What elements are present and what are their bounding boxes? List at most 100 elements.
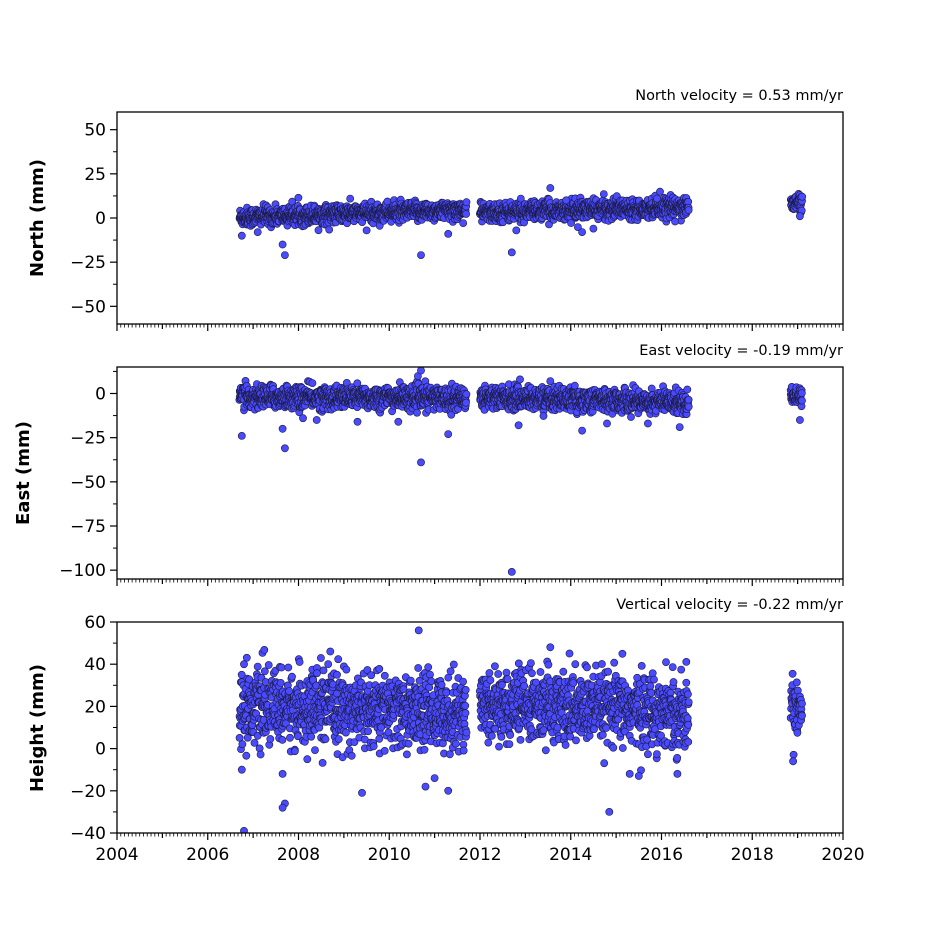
data-point <box>260 646 269 654</box>
outlier-point <box>237 231 246 240</box>
data-point <box>325 225 334 234</box>
data-point <box>253 662 262 671</box>
outlier-point <box>362 226 371 235</box>
data-point <box>293 732 302 741</box>
data-point <box>341 728 350 737</box>
data-point <box>308 379 317 387</box>
north-points <box>235 184 807 259</box>
data-point <box>286 733 294 742</box>
data-point <box>347 751 356 760</box>
data-point <box>334 655 343 664</box>
y-tick-label: 50 <box>84 121 106 141</box>
data-point <box>316 654 325 662</box>
data-point <box>684 402 693 411</box>
north-axis-label: North (mm) <box>27 159 48 277</box>
north-velocity-title: North velocity = 0.53 mm/yr <box>635 88 843 104</box>
data-point <box>288 672 296 681</box>
outlier-point <box>312 416 321 424</box>
data-point <box>277 663 286 672</box>
data-point <box>303 755 312 764</box>
data-point <box>683 385 692 394</box>
data-point <box>319 666 328 675</box>
data-point <box>260 667 269 676</box>
data-point <box>627 413 635 421</box>
east-panel: East velocity = -0.19 mm/yr East (mm) −1… <box>13 343 844 586</box>
outlier-point <box>278 240 287 249</box>
outlier-point <box>546 184 555 192</box>
outlier-point <box>796 416 804 424</box>
data-point <box>276 679 285 687</box>
data-point <box>284 663 293 672</box>
y-tick-label: −50 <box>70 473 106 493</box>
data-point <box>360 735 369 744</box>
data-point <box>242 653 251 662</box>
outlier-point <box>417 251 425 259</box>
y-tick-label: 25 <box>84 165 106 185</box>
data-point <box>413 408 421 417</box>
outlier-point <box>237 431 246 440</box>
height-axis-label: Height (mm) <box>27 664 48 792</box>
outlier-point <box>394 417 403 426</box>
y-tick-label: −50 <box>70 297 106 317</box>
y-tick-label: −100 <box>59 561 106 581</box>
data-point <box>599 190 608 198</box>
data-point <box>311 746 319 754</box>
outlier-point <box>299 414 307 423</box>
data-point <box>656 187 664 196</box>
data-point <box>462 210 470 218</box>
data-point <box>516 375 524 384</box>
data-point <box>798 192 807 201</box>
data-point <box>256 750 265 759</box>
outlier-point <box>507 568 516 576</box>
outlier-point <box>644 419 652 428</box>
outlier-point <box>562 196 571 205</box>
height-panel: Vertical velocity = -0.22 mm/yr Height (… <box>27 597 865 865</box>
data-point <box>242 751 251 760</box>
data-point <box>295 658 304 666</box>
data-point <box>350 738 359 746</box>
data-point <box>333 670 341 679</box>
outlier-point <box>417 367 425 375</box>
data-point <box>539 412 548 420</box>
outlier-point <box>653 194 661 203</box>
data-point <box>647 384 656 393</box>
outlier-point <box>546 377 555 385</box>
outlier-point <box>514 421 523 430</box>
data-point <box>462 198 471 207</box>
outlier-point <box>589 224 598 233</box>
outlier-point <box>512 226 521 235</box>
vertical-velocity-title: Vertical velocity = -0.22 mm/yr <box>616 597 843 613</box>
outlier-point <box>671 217 679 226</box>
data-point <box>324 660 333 668</box>
data-point <box>290 747 299 756</box>
outlier-point <box>417 458 425 467</box>
outlier-point <box>578 426 586 435</box>
north-panel: North velocity = 0.53 mm/yr North (mm) −… <box>27 88 844 331</box>
outlier-point <box>516 194 525 203</box>
data-point <box>238 740 247 749</box>
data-point <box>684 206 693 215</box>
data-point <box>294 193 303 202</box>
y-tick-label: −25 <box>70 429 106 449</box>
height-points <box>235 626 806 833</box>
outlier-point <box>444 229 453 238</box>
data-point <box>462 398 470 407</box>
east-points <box>235 367 806 576</box>
data-point <box>307 732 316 741</box>
outlier-point <box>280 251 289 259</box>
data-point <box>797 389 806 398</box>
outlier-point <box>278 424 287 433</box>
outlier-point <box>578 228 586 236</box>
outlier-point <box>796 212 804 221</box>
outlier-point <box>444 430 453 438</box>
outlier-point <box>675 423 684 431</box>
data-point <box>574 223 582 231</box>
data-point <box>364 727 372 736</box>
outlier-point <box>353 417 362 426</box>
outlier-point <box>603 419 611 428</box>
east-axes: −100−75−50−250 <box>59 366 844 586</box>
data-point <box>321 735 330 743</box>
east-axis-label: East (mm) <box>13 421 34 525</box>
data-point <box>334 735 343 743</box>
